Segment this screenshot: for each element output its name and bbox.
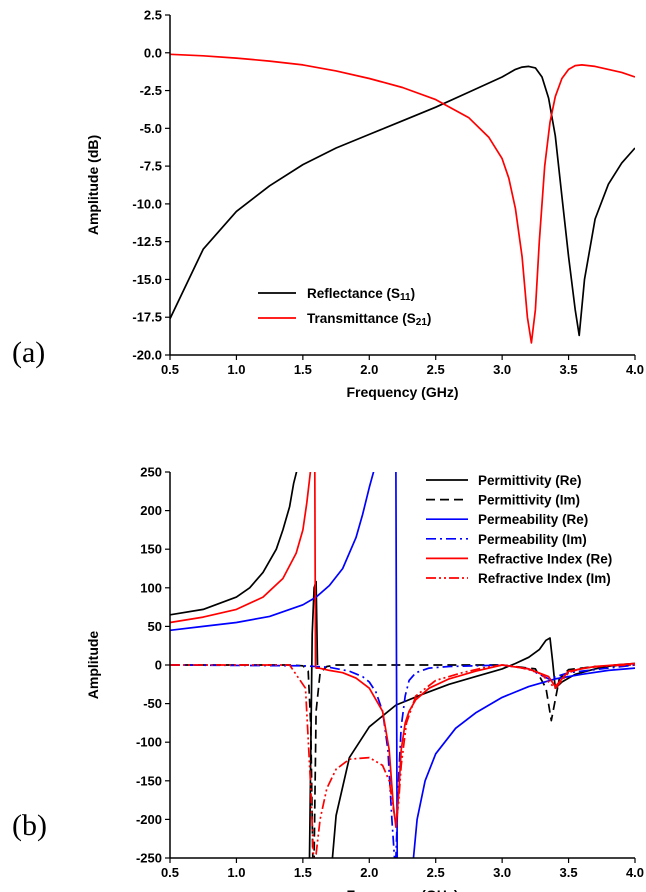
series-line-1 (170, 65, 635, 337)
y-tick-label: -20.0 (132, 348, 162, 363)
series-line-3-seg-1 (170, 472, 375, 632)
x-axis-label: Frequency (GHz) (346, 384, 458, 400)
y-tick-label: -12.5 (132, 234, 162, 249)
x-tick-label: 2.0 (360, 362, 378, 377)
series-line-3-seg-2 (395, 472, 399, 858)
series-line-1-seg-1 (170, 472, 298, 616)
y-tick-label: 100 (140, 580, 162, 595)
legend-entry-2: Transmittance (S21) (307, 311, 431, 328)
panel-label: (a) (12, 336, 45, 369)
y-tick-label: 250 (140, 465, 162, 480)
series-line-6 (170, 664, 635, 858)
y-tick-label: -5.0 (140, 121, 162, 136)
y-tick-label: 50 (148, 619, 162, 634)
y-tick-label: -17.5 (132, 310, 162, 325)
legend-entry-5: Refractive Index (Re) (478, 551, 612, 566)
y-tick-label: -250 (136, 851, 162, 866)
x-tick-label: 0.5 (161, 362, 179, 377)
series-line-2 (170, 664, 635, 858)
y-tick-label: -150 (136, 773, 162, 788)
legend: Reflectance (S11) Transmittance (S21) (258, 286, 431, 328)
series-line-1-seg-2 (308, 580, 319, 858)
y-axis-label: Amplitude (85, 631, 101, 700)
x-tick-label: 1.0 (227, 362, 245, 377)
legend-entry-1: Permittivity (Re) (478, 473, 582, 488)
panel-label: (b) (12, 809, 47, 842)
y-tick-label: 150 (140, 542, 162, 557)
y-tick-label: -50 (143, 696, 162, 711)
y-tick-label: -100 (136, 735, 162, 750)
x-tick-label: 1.5 (294, 362, 312, 377)
x-tick-label: 1.0 (227, 865, 245, 880)
y-tick-label: -15.0 (132, 272, 162, 287)
x-tick-label: 2.5 (427, 362, 445, 377)
y-tick-label: 200 (140, 503, 162, 518)
series-line-5-seg-1 (170, 472, 312, 624)
legend-entry-4: Permeability (Im) (478, 532, 587, 547)
series-line-1-seg-3 (331, 637, 635, 858)
series-line-3-seg-3 (412, 667, 635, 858)
legend-entry-1: Reflectance (S11) (307, 286, 415, 303)
x-tick-label: 0.5 (161, 865, 179, 880)
legend-entry-3: Permeability (Re) (478, 512, 588, 527)
y-tick-label: -2.5 (140, 83, 162, 98)
y-tick-label: 2.5 (144, 8, 162, 23)
x-tick-label: 3.0 (493, 865, 511, 880)
x-tick-label: 2.0 (360, 865, 378, 880)
chart-b: 0.5 1.0 1.5 2.0 2.5 3.0 3.5 4.0 250 200 150 100 50 0 -… (12, 465, 644, 892)
x-tick-label: 4.0 (626, 865, 644, 880)
y-tick-label: 0 (155, 658, 162, 673)
x-tick-label: 4.0 (626, 362, 644, 377)
chart-a: 0.5 1.0 1.5 2.0 2.5 3.0 3.5 4.0 2.5 0.0 -2.5 -5.0 -7… (12, 8, 644, 401)
x-axis-label: Frequnecy (GHz) (346, 887, 458, 892)
y-tick-label: -7.5 (140, 159, 162, 174)
plot-area (170, 53, 635, 344)
series-line-4 (170, 664, 635, 858)
x-tick-label: 2.5 (427, 865, 445, 880)
y-tick-label: -200 (136, 812, 162, 827)
legend-entry-2: Permittivity (Im) (478, 493, 580, 508)
y-tick-label: -10.0 (132, 196, 162, 211)
legend-entry-6: Refractive Index (Im) (478, 571, 611, 586)
x-tick-label: 1.5 (294, 865, 312, 880)
series-line-5-seg-2 (313, 472, 635, 828)
y-tick-label: 0.0 (144, 45, 162, 60)
plot-area (170, 472, 635, 858)
x-tick-label: 3.0 (493, 362, 511, 377)
x-tick-label: 3.5 (560, 362, 578, 377)
series-line-2 (170, 53, 635, 344)
x-tick-label: 3.5 (560, 865, 578, 880)
legend: Permittivity (Re) Permittivity (Im) Permea… (426, 473, 612, 586)
y-axis-label: Amplitude (dB) (85, 135, 101, 235)
